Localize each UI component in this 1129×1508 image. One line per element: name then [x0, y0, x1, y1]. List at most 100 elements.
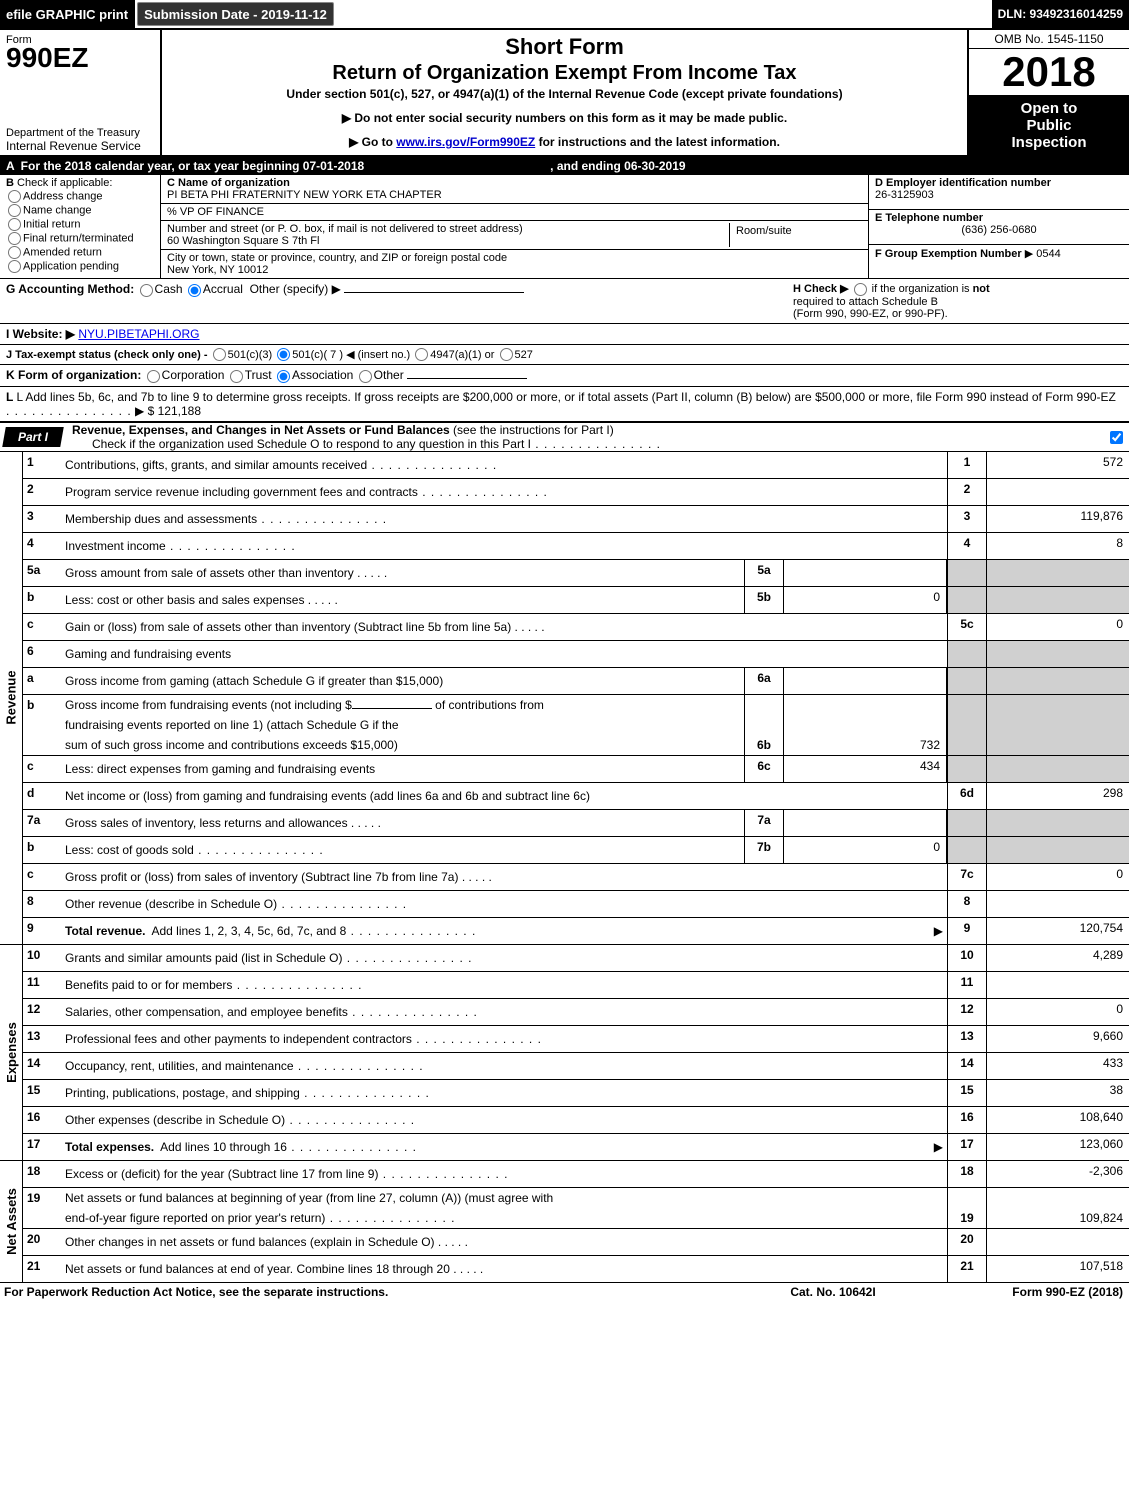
section-bcd: B Check if applicable: Address change Na… [0, 175, 1129, 279]
checkbox-schedule-o[interactable] [1110, 431, 1123, 444]
ssn-note: ▶ Do not enter social security numbers o… [170, 111, 959, 125]
efile-print-button[interactable]: efile GRAPHIC print [0, 0, 135, 28]
value-line7c: 0 [987, 864, 1129, 890]
radio-initial-return[interactable] [8, 218, 21, 231]
value-line18: -2,306 [987, 1161, 1129, 1187]
header-center: Short Form Return of Organization Exempt… [162, 30, 967, 155]
row-j-tax-exempt: J Tax-exempt status (check only one) - 5… [0, 345, 1129, 366]
opt-initial-return[interactable]: Initial return [6, 218, 154, 231]
radio-amended-return[interactable] [8, 246, 21, 259]
value-line12: 0 [987, 999, 1129, 1025]
footer-paperwork: For Paperwork Reduction Act Notice, see … [0, 1285, 703, 1299]
website-link[interactable]: NYU.PIBETAPHI.ORG [78, 327, 199, 341]
value-line10: 4,289 [987, 945, 1129, 971]
vp-finance: % VP OF FINANCE [161, 204, 868, 221]
footer-catno: Cat. No. 10642I [703, 1285, 963, 1299]
value-line14: 433 [987, 1053, 1129, 1079]
radio-association[interactable] [277, 370, 290, 383]
netassets-side-label: Net Assets [0, 1161, 23, 1282]
value-line5c: 0 [987, 614, 1129, 640]
radio-corporation[interactable] [147, 370, 160, 383]
part1-badge: Part I [2, 427, 64, 447]
opt-application-pending[interactable]: Application pending [6, 260, 154, 273]
form-id-block: Form 990EZ Department of the Treasury In… [0, 30, 162, 155]
value-line6a [784, 668, 947, 694]
value-line20 [987, 1229, 1129, 1255]
opt-final-return[interactable]: Final return/terminated [6, 232, 154, 245]
h-check-label: H Check ▶ [793, 283, 849, 295]
org-name-label: C Name of organization [167, 177, 862, 189]
page-footer: For Paperwork Reduction Act Notice, see … [0, 1283, 1129, 1301]
value-line17: 123,060 [987, 1134, 1129, 1160]
radio-501c7[interactable] [277, 348, 290, 361]
value-line8 [987, 891, 1129, 917]
row-gh: G Accounting Method: Cash Accrual Other … [0, 279, 1129, 324]
gross-receipts-amount: 121,188 [158, 404, 201, 418]
opt-name-change[interactable]: Name change [6, 204, 154, 217]
group-exemption-label: F Group Exemption Number [875, 248, 1022, 260]
value-line19: 109,824 [987, 1188, 1129, 1228]
website-label: I Website: ▶ [6, 327, 75, 341]
tel-label: E Telephone number [875, 212, 1123, 224]
radio-address-change[interactable] [8, 190, 21, 203]
form-header: Form 990EZ Department of the Treasury In… [0, 30, 1129, 157]
irs-link[interactable]: www.irs.gov/Form990EZ [396, 135, 535, 149]
short-form-title: Short Form [170, 34, 959, 60]
radio-4947[interactable] [415, 348, 428, 361]
col-b-letter: B [6, 177, 14, 189]
irs-label: Internal Revenue Service [6, 139, 154, 153]
ein-value: 26-3125903 [875, 189, 1123, 201]
radio-cash[interactable] [140, 284, 153, 297]
value-line6b: 732 [784, 695, 947, 755]
footer-formref: Form 990-EZ (2018) [963, 1285, 1129, 1299]
value-line4: 8 [987, 533, 1129, 559]
addr-value: 60 Washington Square S 7th Fl [167, 235, 729, 247]
col-b: B Check if applicable: Address change Na… [0, 175, 161, 278]
revenue-side-label: Revenue [0, 452, 23, 944]
radio-501c3[interactable] [213, 348, 226, 361]
city-value: New York, NY 10012 [167, 264, 862, 276]
radio-application-pending[interactable] [8, 260, 21, 273]
radio-527[interactable] [500, 348, 513, 361]
row-l: L L Add lines 5b, 6c, and 7b to line 9 t… [0, 387, 1129, 422]
value-line1: 572 [987, 452, 1129, 478]
row-a-text: For the 2018 calendar year, or tax year … [21, 159, 365, 173]
org-name-value: PI BETA PHI FRATERNITY NEW YORK ETA CHAP… [167, 189, 862, 201]
value-line9: 120,754 [987, 918, 1129, 944]
expenses-section: Expenses 10 Grants and similar amounts p… [0, 945, 1129, 1161]
row-k-form-org: K Form of organization: Corporation Trus… [0, 365, 1129, 386]
part1-title: Revenue, Expenses, and Changes in Net As… [72, 423, 450, 437]
top-bar: efile GRAPHIC print Submission Date - 20… [0, 0, 1129, 30]
tax-year: 2018 [969, 49, 1129, 96]
revenue-section: Revenue 1 Contributions, gifts, grants, … [0, 452, 1129, 945]
value-line2 [987, 479, 1129, 505]
form-number: 990EZ [6, 44, 154, 72]
radio-h-check[interactable] [854, 283, 867, 296]
dln-label: DLN: 93492316014259 [992, 0, 1129, 28]
opt-amended-return[interactable]: Amended return [6, 246, 154, 259]
header-right: OMB No. 1545-1150 2018 Open to Public In… [967, 30, 1129, 155]
main-title: Return of Organization Exempt From Incom… [170, 62, 959, 85]
col-b-check-label: Check if applicable: [17, 177, 112, 189]
value-line6d: 298 [987, 783, 1129, 809]
under-section: Under section 501(c), 527, or 4947(a)(1)… [170, 87, 959, 101]
opt-address-change[interactable]: Address change [6, 190, 154, 203]
dept-label: Department of the Treasury [6, 127, 154, 139]
radio-name-change[interactable] [8, 204, 21, 217]
value-line7a [784, 810, 947, 836]
row-a-ending: , and ending 06-30-2019 [550, 159, 685, 173]
submission-date-button[interactable]: Submission Date - 2019-11-12 [137, 2, 334, 26]
goto-note: ▶ Go to www.irs.gov/Form990EZ for instru… [170, 135, 959, 149]
radio-accrual[interactable] [188, 284, 201, 297]
tel-value: (636) 256-0680 [875, 224, 1123, 236]
row-i-website: I Website: ▶ NYU.PIBETAPHI.ORG [0, 324, 1129, 345]
value-line7b: 0 [784, 837, 947, 863]
value-line11 [987, 972, 1129, 998]
row-a-prefix: A [6, 159, 15, 173]
value-line16: 108,640 [987, 1107, 1129, 1133]
radio-other-org[interactable] [359, 370, 372, 383]
radio-final-return[interactable] [8, 232, 21, 245]
accounting-method-label: G Accounting Method: [6, 282, 134, 296]
room-suite: Room/suite [729, 223, 862, 247]
radio-trust[interactable] [230, 370, 243, 383]
